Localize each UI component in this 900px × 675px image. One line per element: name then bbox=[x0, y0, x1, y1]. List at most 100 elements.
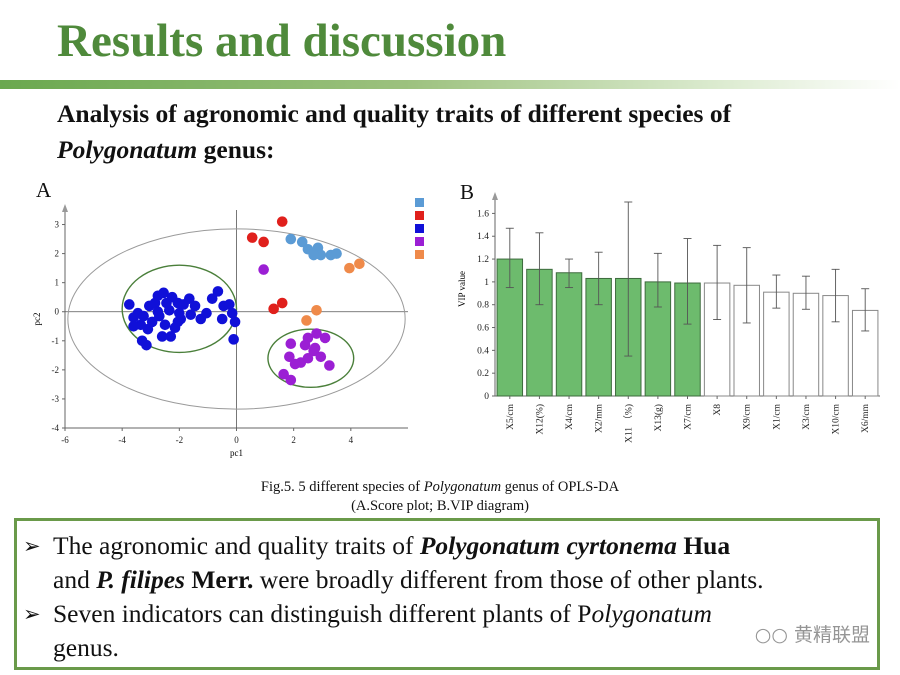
panel-a-label: A bbox=[36, 178, 52, 202]
scatter-point-pc bbox=[185, 309, 197, 320]
x-tick-label: 2 bbox=[291, 435, 296, 445]
scatter-point-ps bbox=[285, 233, 297, 245]
b1-species: Polygonatum cyrtonema bbox=[419, 531, 677, 560]
scatter-point-pc bbox=[229, 316, 241, 328]
x-tick-label: X4/cm bbox=[565, 403, 575, 429]
b1-author: Hua bbox=[683, 531, 731, 560]
vip-bar-chart: 0 0.2 0.4 0.6 0.8 1 1.2 1.4 1.6 VIP value X5/cm X12… bbox=[457, 192, 880, 443]
y-tick-label: -4 bbox=[52, 423, 60, 433]
bullet-2-text: Seven indicators can distinguish differe… bbox=[53, 597, 893, 665]
legend-swatch-po bbox=[415, 250, 424, 259]
x-tick-label: -6 bbox=[61, 435, 69, 445]
scatter-point-pc bbox=[164, 304, 175, 316]
x-tick-label: -2 bbox=[176, 435, 184, 445]
bullet-1-text: The agronomic and quality traits of Poly… bbox=[53, 529, 893, 597]
b1-text-end: were broadly different from those of oth… bbox=[259, 565, 764, 594]
y-tick-label: 1.4 bbox=[477, 232, 489, 242]
scatter-point-po bbox=[354, 258, 365, 270]
scatter-point-pc bbox=[226, 307, 238, 319]
slide-title: Results and discussion bbox=[57, 15, 507, 67]
scatter-point-pc bbox=[159, 319, 171, 331]
subtitle-genus: Polygonatum bbox=[57, 135, 198, 164]
scatter-point-pk bbox=[268, 303, 279, 315]
b1-text-and: and bbox=[53, 565, 90, 594]
scatter-point-pc bbox=[184, 293, 195, 304]
scatter-point-pf bbox=[311, 328, 322, 339]
scatter-point-pc bbox=[212, 286, 224, 297]
scatter-point-pf bbox=[285, 338, 297, 350]
scatter-point-pc bbox=[124, 299, 135, 310]
pc-group-ellipse bbox=[121, 264, 238, 354]
b2-text-a: Seven indicators can distinguish differe… bbox=[53, 599, 592, 628]
y-tick-label: 1.6 bbox=[477, 209, 489, 219]
x-tick-label: X5/cm bbox=[506, 403, 516, 429]
legend-swatch-pk bbox=[415, 211, 424, 220]
scatter-point-pc bbox=[128, 312, 139, 323]
b2-text-end: genus. bbox=[53, 633, 119, 662]
scatter-point-pc bbox=[228, 334, 239, 345]
y-tick-label: 1 bbox=[55, 278, 60, 288]
caption-suffix: genus of OPLS-DA bbox=[504, 479, 620, 495]
caption-genus: Polygonatum bbox=[423, 479, 502, 495]
b1-text-a: The agronomic and quality traits of bbox=[53, 531, 414, 560]
subtitle-suffix: genus: bbox=[203, 135, 275, 164]
y-tick-label: 0.8 bbox=[477, 301, 489, 311]
section-subtitle: Analysis of agronomic and quality traits… bbox=[57, 96, 877, 168]
y-tick-label: 1 bbox=[484, 278, 489, 288]
scatter-point-pc bbox=[128, 320, 139, 332]
title-underline-bar bbox=[0, 80, 900, 89]
scatter-point-pf bbox=[324, 360, 335, 371]
arrow-bullet-icon: ➢ bbox=[23, 534, 41, 558]
scatter-point-po bbox=[344, 262, 355, 274]
scatter-point-pf bbox=[315, 351, 327, 363]
b1-author-2: Merr. bbox=[191, 565, 254, 594]
scatter-point-po bbox=[311, 304, 322, 316]
summary-box: ➢ The agronomic and quality traits of Po… bbox=[14, 518, 880, 670]
x-tick-label: X8 bbox=[713, 404, 723, 416]
caption-line-1: Fig.5. 5 different species of Polygonatu… bbox=[180, 478, 700, 497]
subtitle-text: Analysis of agronomic and quality traits… bbox=[57, 99, 732, 128]
scatter-point-pc bbox=[165, 331, 177, 342]
y-tick-label: 3 bbox=[55, 220, 60, 230]
scatter-point-pf bbox=[299, 339, 311, 351]
scatter-point-ps bbox=[308, 249, 319, 261]
scatter-point-pk bbox=[276, 216, 288, 227]
x-tick-label: X9/cm bbox=[743, 403, 753, 429]
caption-text: Fig.5. 5 different species of bbox=[260, 479, 421, 495]
vip-bar bbox=[792, 292, 820, 397]
scatter-point-ps bbox=[331, 248, 342, 259]
x-tick-label: X6/mm bbox=[861, 403, 871, 433]
scatter-point-pc bbox=[146, 316, 158, 328]
scatter-point-pf bbox=[258, 264, 269, 275]
scatter-point-pf bbox=[284, 351, 295, 363]
legend-swatch-pf bbox=[415, 237, 424, 246]
x-tick-label: 0 bbox=[234, 435, 239, 445]
scatter-point-po bbox=[301, 315, 312, 326]
scatter-point-pf bbox=[319, 332, 331, 344]
y-tick-label: 0 bbox=[55, 307, 60, 317]
scatter-point-pc bbox=[138, 310, 149, 322]
y-tick-label: -3 bbox=[52, 394, 60, 404]
arrow-bullet-icon: ➢ bbox=[23, 602, 41, 626]
scatter-point-pc bbox=[158, 287, 169, 299]
x-tick-label: X11 （%) bbox=[622, 404, 634, 443]
scatter-point-pc bbox=[174, 307, 185, 319]
scatter-point-pc bbox=[216, 313, 228, 325]
watermark: ○○ 黄精联盟 bbox=[755, 620, 870, 647]
x-tick-label: X3/cm bbox=[802, 403, 812, 429]
scatter-point-pk bbox=[258, 236, 269, 248]
b1-species-2: P. filipes bbox=[96, 565, 185, 594]
pf-group-ellipse bbox=[267, 328, 355, 389]
scatter-point-pf bbox=[302, 352, 314, 364]
y-tick-label: -2 bbox=[52, 365, 60, 375]
overall-model-ellipse bbox=[67, 228, 406, 410]
caption-line-2: (A.Score plot; B.VIP diagram) bbox=[351, 498, 529, 514]
legend-swatch-ps bbox=[415, 198, 424, 207]
scatter-point-pc bbox=[172, 316, 184, 328]
x-tick-label: X12(%) bbox=[534, 404, 545, 435]
x-tick-label: X10/cm bbox=[832, 403, 842, 434]
y-tick-label: 0.4 bbox=[477, 346, 489, 356]
legend-swatch-pc bbox=[415, 224, 424, 233]
scatter-point-pc bbox=[201, 307, 212, 319]
